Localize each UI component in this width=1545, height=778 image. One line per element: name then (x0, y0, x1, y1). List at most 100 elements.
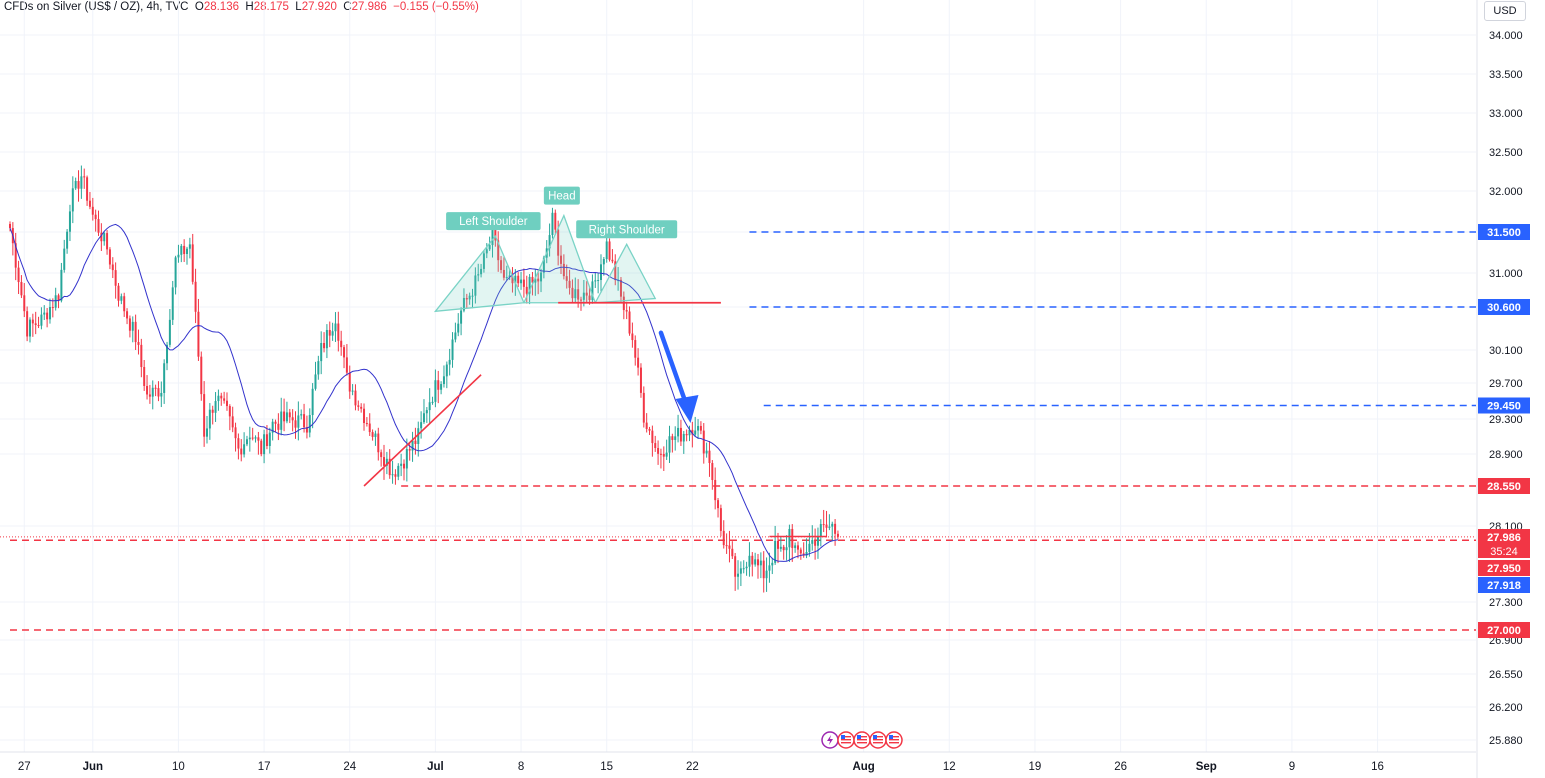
time-tick-label: 8 (518, 761, 524, 773)
time-axis: 27 Jun 10 17 24 Jul 8 15 22 Aug 12 19 26 Sep 9 16 (0, 751, 1476, 773)
candle-body (694, 430, 697, 435)
candle-body (822, 524, 825, 526)
flag-stripe (841, 736, 851, 738)
candle-body (305, 427, 308, 433)
candle-body (268, 432, 271, 446)
candle-body (357, 405, 360, 407)
axis-tick-label: 29.700 (1489, 378, 1523, 390)
candle-body (354, 390, 357, 406)
candle-body (465, 297, 468, 300)
candle-body (234, 427, 237, 439)
candle-body (54, 295, 57, 308)
candle-body (231, 416, 234, 428)
axis-tick-label: 27.300 (1489, 597, 1523, 609)
candle-body (160, 392, 163, 397)
event-icons[interactable] (821, 731, 903, 749)
candle-body (497, 240, 500, 261)
candle-body (94, 214, 97, 220)
candle-body (742, 568, 745, 570)
axis-tick-label: 34.000 (1489, 30, 1523, 42)
candle-body (134, 321, 137, 343)
symbol-legend: CFDs on Silver (US$ / OZ), 4h, TVC O28.1… (4, 1, 479, 13)
candle-body (371, 432, 374, 437)
candle-body (248, 437, 251, 440)
candle-body (100, 232, 103, 242)
candle-body (320, 343, 323, 362)
axis-tick-label: 32.000 (1489, 186, 1523, 198)
candle-body (637, 357, 640, 368)
candle-body (762, 560, 765, 579)
candle-body (571, 287, 574, 299)
candle-body (343, 347, 346, 358)
candle-body (608, 241, 611, 260)
candle-body (340, 340, 343, 348)
tag-bg (1478, 560, 1530, 576)
candle-body (137, 342, 140, 345)
candle-body (143, 367, 146, 386)
candle-body (831, 523, 834, 527)
candle-body (91, 206, 94, 215)
candle-body (648, 428, 651, 431)
candle-body (685, 433, 688, 436)
candle-body (522, 279, 525, 287)
candle-body (337, 323, 340, 341)
candle-body (314, 374, 317, 389)
candle-body (263, 434, 266, 455)
bar-countdown: 35:24 (1490, 546, 1518, 558)
candle-body (20, 282, 23, 296)
candle-body (688, 429, 691, 436)
candle-body (66, 231, 69, 249)
candle-body (68, 211, 71, 232)
candle-body (174, 257, 177, 288)
candle-body (502, 269, 505, 278)
candle-body (288, 412, 291, 418)
price-tag: 27.918 (1487, 580, 1521, 592)
candle-body (819, 524, 822, 537)
candle-body (454, 332, 457, 340)
price-levels (0, 231, 1476, 631)
flag-canton (873, 735, 877, 739)
level-tag: 31.500 (1487, 227, 1521, 239)
candle-body (177, 254, 180, 258)
candle-body (782, 546, 785, 551)
candle-body (480, 268, 483, 275)
candle-body (245, 439, 248, 445)
candle-body (631, 333, 634, 341)
close-label: C (343, 1, 352, 13)
pattern-label: Left Shoulder (459, 216, 528, 228)
currency-button[interactable]: USD (1484, 1, 1526, 21)
candle-body (43, 312, 46, 315)
tag-bg (1478, 577, 1530, 593)
candle-body (300, 414, 303, 416)
candle-body (163, 363, 166, 393)
candle-body (654, 443, 657, 449)
candle-body (520, 279, 523, 284)
candle-body (394, 474, 397, 477)
candle-body (642, 392, 645, 423)
candle-body (719, 508, 722, 531)
candle-body (816, 536, 819, 546)
candles (9, 165, 839, 593)
candle-body (517, 275, 520, 284)
candle-body (88, 200, 91, 207)
candle-body (828, 526, 831, 528)
candle-body (722, 530, 725, 546)
time-tick-label: Sep (1196, 761, 1217, 773)
candle-body (285, 412, 288, 422)
candle-body (308, 415, 311, 433)
candle-body (457, 323, 460, 333)
candle-body (325, 329, 328, 349)
candle-body (80, 176, 83, 189)
flag-stripe (873, 736, 883, 738)
flag-stripe (857, 742, 867, 744)
candle-body (825, 524, 828, 528)
candle-body (280, 411, 283, 430)
candle-body (534, 278, 537, 283)
candle-body (737, 573, 740, 577)
flag-canton (889, 735, 893, 739)
high-label: H (245, 1, 254, 13)
candle-body (86, 177, 89, 201)
level-tag-bg (1478, 622, 1530, 638)
candle-body (836, 533, 839, 537)
